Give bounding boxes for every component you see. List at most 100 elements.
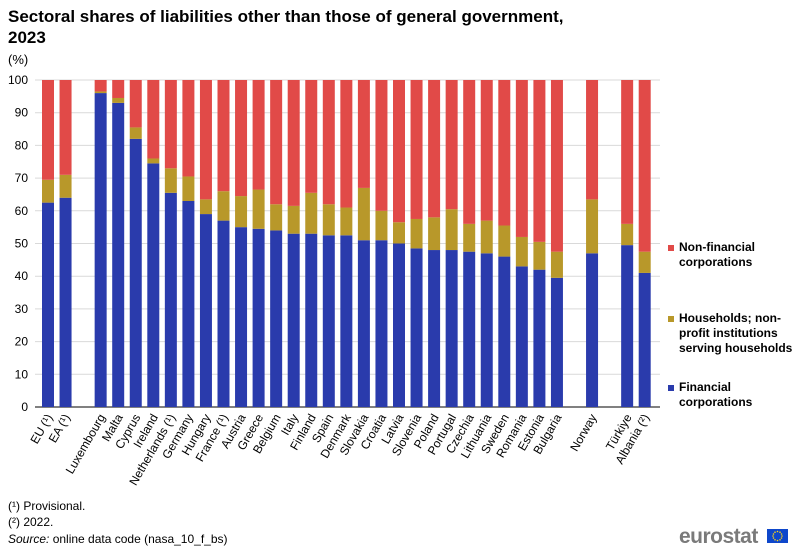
bar-households — [498, 225, 511, 257]
bar-households — [410, 218, 423, 249]
bar-households — [533, 241, 546, 270]
bar-financial — [638, 272, 651, 407]
bar-nonfinancial — [322, 80, 335, 205]
bar-financial — [305, 233, 318, 407]
bar-nonfinancial — [515, 80, 528, 237]
bar-households — [147, 158, 160, 164]
bar-financial — [357, 240, 370, 407]
bar-nonfinancial — [340, 80, 353, 208]
bar-nonfinancial — [480, 80, 493, 221]
bar-households — [586, 199, 599, 254]
bar-households — [270, 204, 283, 231]
legend-swatch-households — [668, 316, 674, 322]
bar-nonfinancial — [252, 80, 265, 190]
legend-label-financial: Financial corporations — [679, 380, 753, 409]
bar-nonfinancial — [235, 80, 248, 197]
bar-financial — [199, 214, 212, 407]
bar-households — [287, 205, 300, 234]
bar-financial — [463, 251, 476, 407]
bar-financial — [270, 230, 283, 407]
bar-households — [164, 168, 177, 193]
bar-nonfinancial — [375, 80, 388, 211]
bar-households — [94, 91, 107, 94]
bar-households — [357, 187, 370, 241]
bar-financial — [533, 269, 546, 407]
bar-households — [129, 127, 142, 139]
source-text: online data code (nasa_10_f_bs) — [49, 532, 228, 546]
bar-households — [621, 223, 634, 246]
footnote-2022: (²) 2022. — [8, 515, 54, 529]
bar-households — [428, 217, 441, 251]
bar-households — [480, 220, 493, 254]
bar-financial — [515, 266, 528, 407]
bar-households — [375, 210, 388, 241]
y-tick-label: 70 — [15, 171, 29, 185]
bar-households — [252, 189, 265, 229]
bar-households — [463, 223, 476, 252]
bar-nonfinancial — [164, 80, 177, 169]
bar-nonfinancial — [357, 80, 370, 188]
bar-nonfinancial — [42, 80, 54, 180]
bar-financial — [94, 93, 107, 407]
y-tick-label: 100 — [8, 73, 28, 87]
bar-financial — [59, 197, 72, 407]
bar-financial — [164, 192, 177, 407]
bar-households — [305, 192, 318, 234]
bar-nonfinancial — [445, 80, 458, 210]
bar-households — [393, 222, 405, 244]
y-axis-ticks: 0 10 20 30 40 50 60 70 80 90 100 — [8, 73, 28, 414]
bar-nonfinancial — [94, 80, 107, 92]
x-axis-labels: EU (¹)EA (¹)LuxembourgMaltaCyprusIreland… — [27, 411, 652, 488]
bar-households — [550, 251, 563, 278]
bar-households — [638, 251, 651, 273]
y-tick-label: 30 — [15, 302, 29, 316]
bar-households — [199, 199, 212, 215]
bar-nonfinancial — [393, 80, 405, 223]
bar-households — [217, 191, 230, 221]
bar-financial — [586, 253, 599, 407]
bar-nonfinancial — [287, 80, 300, 206]
stacked-bar-chart: 0 10 20 30 40 50 60 70 80 90 100 EU (¹)EA (¹)Luxem… — [8, 73, 660, 488]
bar-households — [340, 207, 353, 236]
bar-households — [445, 209, 458, 251]
bar-nonfinancial — [217, 80, 230, 192]
chart-title: Sectoral shares of liabilities other tha… — [8, 7, 564, 47]
bar-households — [515, 236, 528, 267]
bar-financial — [621, 245, 634, 407]
y-tick-label: 60 — [15, 204, 29, 218]
bar-nonfinancial — [428, 80, 441, 218]
y-tick-label: 50 — [15, 237, 29, 251]
bar-financial — [410, 248, 423, 407]
y-tick-label: 20 — [15, 335, 29, 349]
bar-nonfinancial — [112, 80, 125, 98]
footnote-provisional: (¹) Provisional. — [8, 499, 86, 513]
bar-nonfinancial — [59, 80, 72, 175]
bar-financial — [375, 240, 388, 407]
y-tick-label: 80 — [15, 138, 29, 152]
bar-households — [322, 204, 335, 236]
bar-financial — [182, 200, 195, 407]
bar-financial — [498, 256, 511, 407]
bar-households — [112, 97, 125, 103]
bar-nonfinancial — [621, 80, 634, 224]
bar-nonfinancial — [586, 80, 599, 200]
bar-nonfinancial — [498, 80, 511, 226]
bar-nonfinancial — [410, 80, 423, 219]
x-tick-label: Norway — [567, 412, 599, 454]
legend-swatch-nonfinancial — [668, 245, 674, 251]
bar-nonfinancial — [129, 80, 142, 128]
bar-nonfinancial — [147, 80, 160, 159]
bar-nonfinancial — [305, 80, 318, 193]
bar-financial — [428, 250, 441, 407]
bar-financial — [550, 277, 563, 407]
bar-nonfinancial — [199, 80, 212, 200]
source-label: Source: — [8, 532, 50, 546]
bar-financial — [217, 220, 230, 407]
bar-financial — [340, 235, 353, 407]
bar-financial — [480, 253, 493, 407]
bar-households — [235, 196, 248, 228]
bar-financial — [252, 228, 265, 407]
legend-label-nonfinancial: Non-financial corporations — [679, 240, 756, 269]
y-tick-label: 40 — [15, 269, 29, 283]
bar-financial — [112, 102, 125, 407]
